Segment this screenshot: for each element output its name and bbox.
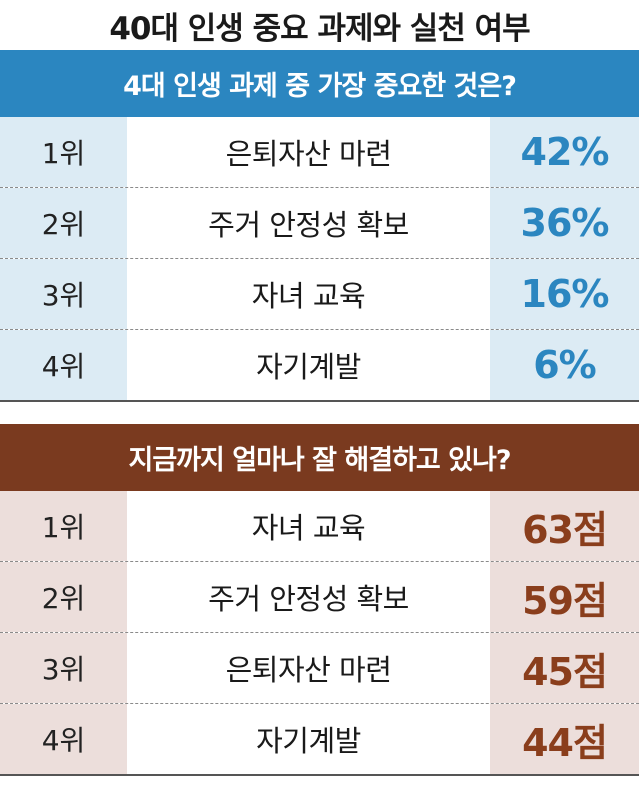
table-row: 3위 자녀 교육 16% [0, 259, 639, 330]
item-cell: 은퇴자산 마련 [225, 653, 392, 687]
table-row: 3위 은퇴자산 마련 45점 [0, 633, 639, 704]
item-cell: 은퇴자산 마련 [225, 137, 392, 171]
value-cell: 59점 [490, 562, 639, 632]
rank-cell: 3위 [0, 259, 127, 329]
value-cell: 36% [490, 188, 639, 258]
item-cell: 자녀 교육 [251, 279, 366, 313]
value-cell: 16% [490, 259, 639, 329]
table-row: 2위 주거 안정성 확보 59점 [0, 562, 639, 633]
value-cell: 44점 [490, 704, 639, 774]
value-cell: 42% [490, 117, 639, 187]
item-cell: 주거 안정성 확보 [208, 208, 409, 242]
rank-cell: 4위 [0, 704, 127, 774]
table-row: 2위 주거 안정성 확보 36% [0, 188, 639, 259]
item-cell: 자기계발 [256, 724, 361, 758]
table-row: 1위 은퇴자산 마련 42% [0, 117, 639, 188]
value-cell: 45점 [490, 633, 639, 703]
item-cell: 자녀 교육 [251, 511, 366, 545]
rank-cell: 2위 [0, 562, 127, 632]
page-title: 40대 인생 중요 과제와 실천 여부 [109, 10, 530, 47]
rank-cell: 1위 [0, 491, 127, 561]
section-header-importance: 4대 인생 과제 중 가장 중요한 것은? [0, 50, 639, 117]
section-gap [0, 402, 639, 424]
section-progress: 지금까지 얼마나 잘 해결하고 있나? 1위 자녀 교육 63점 2위 주거 안… [0, 424, 639, 776]
rank-cell: 3위 [0, 633, 127, 703]
item-cell: 자기계발 [256, 350, 361, 384]
item-cell: 주거 안정성 확보 [208, 582, 409, 616]
section-header-progress: 지금까지 얼마나 잘 해결하고 있나? [0, 424, 639, 491]
rank-cell: 2위 [0, 188, 127, 258]
table-row: 4위 자기계발 44점 [0, 704, 639, 776]
value-cell: 6% [490, 330, 639, 400]
rank-cell: 1위 [0, 117, 127, 187]
rank-cell: 4위 [0, 330, 127, 400]
table-row: 1위 자녀 교육 63점 [0, 491, 639, 562]
value-cell: 63점 [490, 491, 639, 561]
table-row: 4위 자기계발 6% [0, 330, 639, 402]
section-importance: 4대 인생 과제 중 가장 중요한 것은? 1위 은퇴자산 마련 42% 2위 … [0, 50, 639, 402]
